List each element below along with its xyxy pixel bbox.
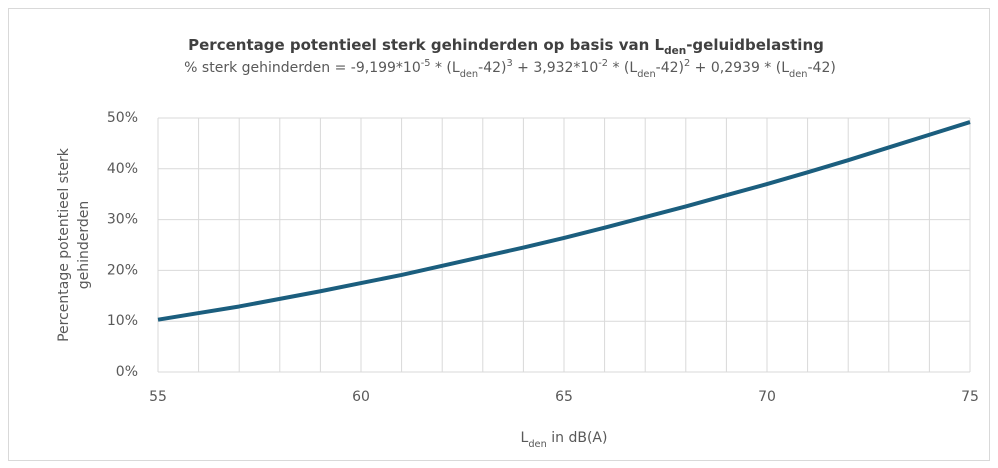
text-segment: + 0,2939 * (L [690,60,789,76]
data-line [157,120,971,322]
text-segment: in dB(A) [547,430,608,446]
text-segment: 2 [684,58,690,69]
x-tick-label: 60 [352,389,370,405]
text-segment: + 3,932*10 [513,60,599,76]
y-tick-label: 10% [107,313,138,329]
chart-subtitle: % sterk gehinderden = -9,199*10-5 * (Lde… [184,58,836,80]
chart-title: Percentage potentieel sterk gehinderden … [188,36,824,58]
text-segment: -42) [656,60,684,76]
text-segment: * (L [431,60,460,76]
text-segment: -42) [478,60,506,76]
chart-border [8,8,990,461]
y-tick-label: 40% [107,161,138,177]
text-segment: % sterk gehinderden = -9,199*10 [184,60,421,76]
x-tick-label: 70 [758,389,776,405]
y-axis-label: Percentage potentieel sterk [56,147,72,342]
y-tick-label: 20% [107,262,138,278]
x-tick-label: 65 [555,389,573,405]
x-axis-label: Lden in dB(A) [521,430,608,450]
text-segment: den [528,439,546,450]
text-segment: den [460,69,478,80]
text-segment: * (L [608,60,637,76]
x-tick-label: 75 [961,389,979,405]
text-segment: Percentage potentieel sterk gehinderden … [188,36,664,54]
text-segment: L [521,430,529,446]
text-segment: -42) [807,60,835,76]
text-segment: den [637,69,655,80]
text-segment: -geluidbelasting [686,36,824,54]
text-segment: -2 [598,58,608,69]
y-tick-label: 0% [116,364,138,380]
text-segment: -5 [421,58,431,69]
x-tick-label: 55 [149,389,167,405]
y-tick-label: 30% [107,212,138,228]
y-tick-label: 50% [107,110,138,126]
text-segment: den [789,69,807,80]
text-segment: 3 [506,58,512,69]
y-axis-label: gehinderden [76,201,92,290]
text-segment: den [664,45,686,57]
